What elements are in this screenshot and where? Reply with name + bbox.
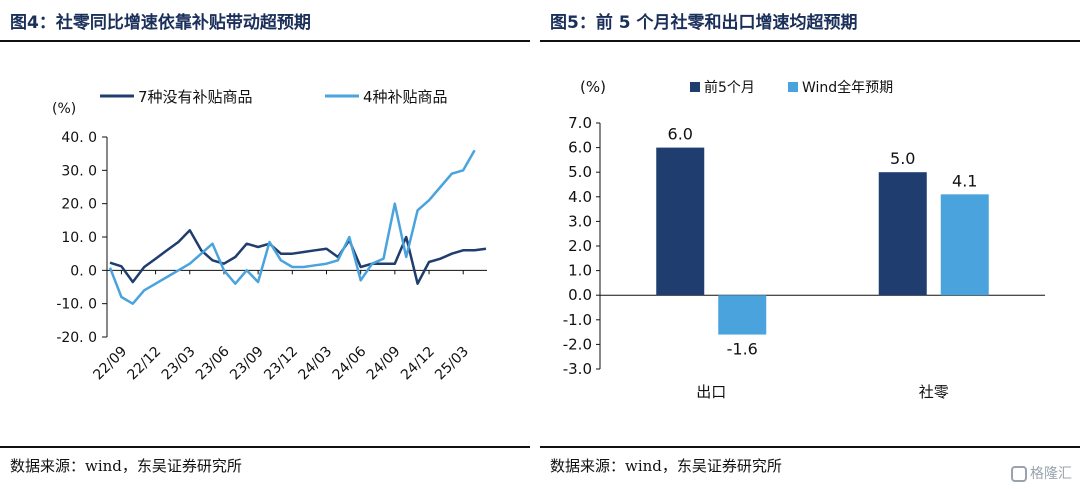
x-tick-label: 24/12 [398,344,438,384]
y-tick-label: 6.0 [568,139,592,157]
legend-label: Wind全年预期 [802,79,893,96]
line-chart: 7种没有补贴商品 4种补贴商品 (%) 40. 0 30. 0 20. 0 10. 0 0. … [52,88,487,384]
source-rule [540,446,1080,448]
watermark: 格隆汇 [1011,463,1072,483]
legend-label: 4种补贴商品 [363,88,448,106]
x-tick-label: 23/06 [193,343,233,383]
bar [940,194,989,296]
source-rule [0,446,530,448]
x-tick-label: 23/12 [261,344,301,384]
y-tick-label: 10. 0 [61,230,97,246]
y-tick-label: 3.0 [568,212,592,230]
x-tick-label: 22/09 [90,344,130,384]
y-tick-label: 0. 0 [70,263,97,279]
y-tick-label: 30. 0 [61,163,97,179]
figure-4-title: 图4：社零同比增速依靠补贴带动超预期 [10,13,311,33]
y-unit-label: (%) [52,101,76,117]
y-tick-label: 40. 0 [61,130,97,146]
x-tick-label: 25/03 [432,344,472,384]
y-unit-label: (%) [580,78,606,96]
y-tick-label: 4.0 [568,188,592,206]
legend-label: 前5个月 [704,79,755,96]
y-tick-label: 0.0 [568,286,592,304]
bar [718,295,767,335]
figure-5-title: 图5：前 5 个月社零和出口增速均超预期 [550,13,858,33]
x-tick-label: 23/09 [227,344,267,384]
legend-label: 7种没有补贴商品 [138,88,253,106]
data-label: 5.0 [890,149,915,168]
figure-4-source: 数据来源：wind，东吴证券研究所 [10,457,242,475]
y-tick-label: 20. 0 [61,197,97,213]
legend-swatch [788,82,798,92]
title-rule [0,40,530,42]
title-rule [540,40,1080,42]
figure-4-panel: 图4：社零同比增速依靠补贴带动超预期 7种没有补贴商品 4种补贴商品 (%) 40. … [0,0,530,489]
y-tick-label: -10. 0 [56,297,97,313]
y-tick-label: 1.0 [568,262,592,280]
legend-swatch [690,82,700,92]
x-tick-label: 24/03 [295,344,335,384]
y-tick-label: 5.0 [568,163,592,181]
x-tick-label: 22/12 [125,344,165,384]
y-tick-label: -3.0 [563,360,592,378]
x-tick-label: 24/09 [364,344,404,384]
x-category-label: 出口 [696,383,726,401]
y-tick-label: -20. 0 [56,330,97,346]
x-category-label: 社零 [919,383,949,401]
x-tick-label: 24/06 [330,343,370,383]
watermark-logo-icon [1011,466,1027,482]
y-tick-label: -2.0 [563,335,592,353]
series-line [109,229,487,285]
data-label: -1.6 [727,340,758,359]
y-tick-label: -1.0 [563,311,592,329]
y-tick-label: 7.0 [568,114,592,132]
bar-chart: (%) 前5个月 Wind全年预期 7.0 6.0 5.0 4.0 3.0 2.0 1.0 0.0 -… [563,78,1045,401]
bar [878,172,927,296]
x-tick-label: 23/03 [159,344,199,384]
y-tick-label: 2.0 [568,237,592,255]
series-line [108,149,476,305]
watermark-text: 格隆汇 [1030,466,1072,482]
figure-5-source: 数据来源：wind，东吴证券研究所 [550,457,782,475]
bar [656,147,705,296]
figure-5-panel: 图5：前 5 个月社零和出口增速均超预期 (%) 前5个月 Wind全年预期 7.0 6… [540,0,1080,489]
data-label: 4.1 [952,171,977,190]
data-label: 6.0 [668,125,693,144]
